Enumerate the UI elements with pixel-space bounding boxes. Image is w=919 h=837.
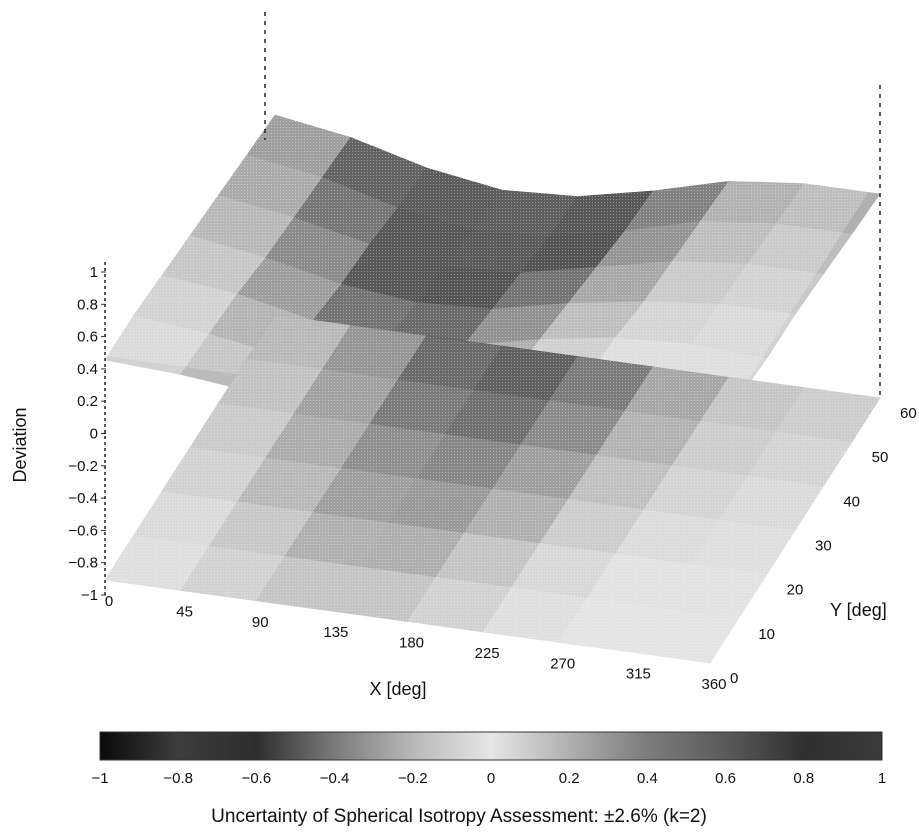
x-axis-ticks: 0 45 90 135 180 225 270 315 360 — [105, 593, 727, 693]
colorbar-tick-label: −0.2 — [398, 770, 428, 787]
z-tick-label: −0.8 — [68, 555, 98, 572]
y-tick-label: 10 — [758, 626, 775, 643]
z-axis-label: Deviation — [10, 407, 30, 482]
z-tick-label: 0.4 — [77, 361, 98, 378]
x-tick-label: 270 — [550, 655, 575, 672]
colorbar-tick-label: 0.2 — [559, 770, 580, 787]
colorbar-tick-label: −0.6 — [242, 770, 272, 787]
colorbar-tick-label: 1 — [878, 770, 886, 787]
base-plane — [104, 314, 881, 664]
x-tick-label: 180 — [399, 635, 424, 652]
colorbar-tick-label: −1 — [91, 770, 108, 787]
y-tick-label: 0 — [730, 670, 738, 687]
y-tick-label: 40 — [843, 493, 860, 510]
y-axis-label: Y [deg] — [830, 600, 887, 620]
z-tick-label: 0.8 — [77, 296, 98, 313]
z-tick-label: −0.4 — [68, 490, 98, 507]
z-tick-label: 0.2 — [77, 393, 98, 410]
caption: Uncertainty of Spherical Isotropy Assess… — [211, 806, 707, 827]
x-tick-label: 360 — [701, 676, 726, 693]
y-tick-label: 30 — [815, 538, 832, 555]
colorbar-tick-label: −0.4 — [320, 770, 350, 787]
z-tick-label: 0.6 — [77, 329, 98, 346]
x-tick-label: 90 — [252, 614, 269, 631]
y-tick-label: 50 — [872, 449, 889, 466]
x-tick-label: 315 — [626, 666, 651, 683]
x-tick-label: 225 — [475, 645, 500, 662]
colorbar-tick-label: 0 — [487, 770, 495, 787]
y-tick-label: 20 — [787, 582, 804, 599]
colorbar-tick-label: 0.4 — [637, 770, 658, 787]
z-tick-label: −0.2 — [68, 458, 98, 475]
colorbar-tick-label: −0.8 — [163, 770, 193, 787]
y-tick-label: 60 — [900, 405, 917, 422]
colorbar-tick-label: 0.8 — [793, 770, 814, 787]
y-axis-ticks: 0 10 20 30 40 50 60 — [730, 405, 917, 687]
colorbar — [99, 731, 883, 761]
z-tick-label: 1 — [90, 264, 98, 281]
x-axis-label: X [deg] — [369, 679, 426, 699]
colorbar-tick-label: 0.6 — [715, 770, 736, 787]
x-tick-label: 0 — [105, 593, 113, 610]
colorbar-ticks: −1 −0.8 −0.6 −0.4 −0.2 0 0.2 0.4 0.6 0.8 1 — [91, 770, 886, 787]
z-axis-ticks: 1 0.8 0.6 0.4 0.2 0 −0.2 −0.4 −0.6 −0.8 −1 — [68, 264, 106, 604]
x-tick-label: 135 — [323, 624, 348, 641]
x-tick-label: 45 — [176, 603, 193, 620]
z-tick-label: −1 — [81, 587, 98, 604]
base-plane-texture — [105, 315, 880, 663]
z-tick-label: 0 — [90, 426, 98, 443]
z-tick-label: −0.6 — [68, 522, 98, 539]
